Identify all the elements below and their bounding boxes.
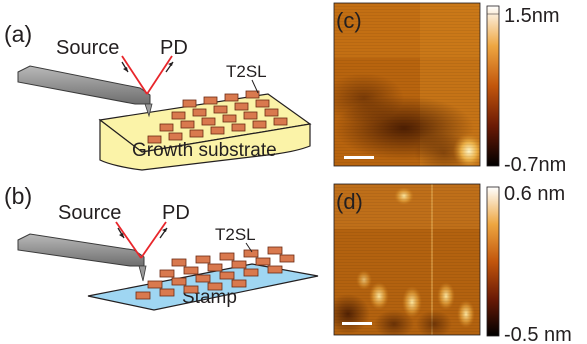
t2sl-pad xyxy=(267,265,283,274)
t2sl-pad xyxy=(213,105,228,114)
t2sl-pad xyxy=(219,271,235,280)
t2sl-pad xyxy=(231,279,247,288)
t2sl-pad xyxy=(203,96,218,105)
afm-image-c xyxy=(334,3,480,166)
t2sl-pad xyxy=(234,102,249,111)
afm-image-d xyxy=(334,184,480,335)
substrate-label: Growth substrate xyxy=(132,140,277,161)
growth-substrate: Growth substrate xyxy=(98,93,312,171)
t2sl-pad xyxy=(147,135,162,144)
t2sl-pad xyxy=(183,266,199,275)
source-label-b: Source xyxy=(58,202,121,224)
pd-label-a: PD xyxy=(160,37,188,59)
t2sl-label-b: T2SL xyxy=(215,225,256,244)
colorbar-d-max: 0.6 nm xyxy=(504,183,565,205)
colorbar-d-min: -0.5 nm xyxy=(504,324,572,344)
t2sl-pad xyxy=(171,277,187,286)
t2sl-pad xyxy=(219,252,235,261)
t2sl-pad xyxy=(189,129,204,138)
t2sl-pad xyxy=(264,108,279,117)
panel-b: (b) Stamp xyxy=(4,183,319,311)
panel-b-label: (b) xyxy=(4,183,32,209)
t2sl-pad xyxy=(273,117,288,126)
panel-a-label: (a) xyxy=(4,21,32,47)
t2sl-pointer-b xyxy=(245,242,253,253)
colorbar-c xyxy=(486,5,500,167)
t2sl-pad xyxy=(183,285,199,294)
colorbar-d xyxy=(486,186,500,337)
t2sl-pad xyxy=(279,254,295,263)
t2sl-pads-b xyxy=(135,246,295,300)
scale-bar-d xyxy=(342,322,372,325)
t2sl-pad xyxy=(231,260,247,269)
cantilever-a xyxy=(17,65,153,118)
t2sl-label-a: T2SL xyxy=(226,62,267,81)
t2sl-pad xyxy=(255,257,271,266)
t2sl-pad xyxy=(267,246,283,255)
t2sl-pad xyxy=(171,111,186,120)
t2sl-pointer-a xyxy=(251,79,259,94)
t2sl-pad xyxy=(207,282,223,291)
t2sl-pad xyxy=(182,99,197,108)
pd-label-b: PD xyxy=(162,202,190,224)
t2sl-pad xyxy=(135,291,151,300)
t2sl-pad xyxy=(180,120,195,129)
t2sl-pad xyxy=(252,120,267,129)
t2sl-pad xyxy=(243,111,258,120)
cantilever-b xyxy=(17,233,147,282)
panel-c: (c) 1.5nm -0.7nm xyxy=(333,2,566,176)
panel-c-label: (c) xyxy=(336,8,362,33)
t2sl-pad xyxy=(224,93,239,102)
t2sl-pad xyxy=(147,280,163,289)
t2sl-pad xyxy=(159,123,174,132)
t2sl-pads-a xyxy=(147,90,288,144)
t2sl-pad xyxy=(171,258,187,267)
t2sl-pad xyxy=(168,132,183,141)
t2sl-pad xyxy=(231,123,246,132)
t2sl-pad xyxy=(159,288,175,297)
t2sl-pad xyxy=(243,268,259,277)
t2sl-pad xyxy=(159,269,175,278)
panel-a: (a) Growth substrate xyxy=(4,21,312,171)
t2sl-pad xyxy=(192,108,207,117)
t2sl-pad xyxy=(255,99,270,108)
t2sl-pad xyxy=(222,114,237,123)
panel-d-label: (d) xyxy=(336,189,363,214)
t2sl-pad xyxy=(201,117,216,126)
colorbar-c-min: -0.7nm xyxy=(504,154,566,176)
t2sl-pad xyxy=(195,274,211,283)
panel-d: (d) 0.6 nm -0.5 nm xyxy=(333,183,572,344)
source-label-a: Source xyxy=(56,37,119,59)
scale-bar-c xyxy=(344,156,374,159)
laser-out-a xyxy=(146,55,173,95)
t2sl-pad xyxy=(207,263,223,272)
t2sl-pad xyxy=(210,126,225,135)
laser-in-b xyxy=(115,221,142,259)
t2sl-pad xyxy=(245,90,260,99)
colorbar-c-max: 1.5nm xyxy=(504,5,560,27)
laser-in-a xyxy=(121,55,148,95)
laser-out-b xyxy=(140,221,167,259)
t2sl-pad xyxy=(195,255,211,264)
